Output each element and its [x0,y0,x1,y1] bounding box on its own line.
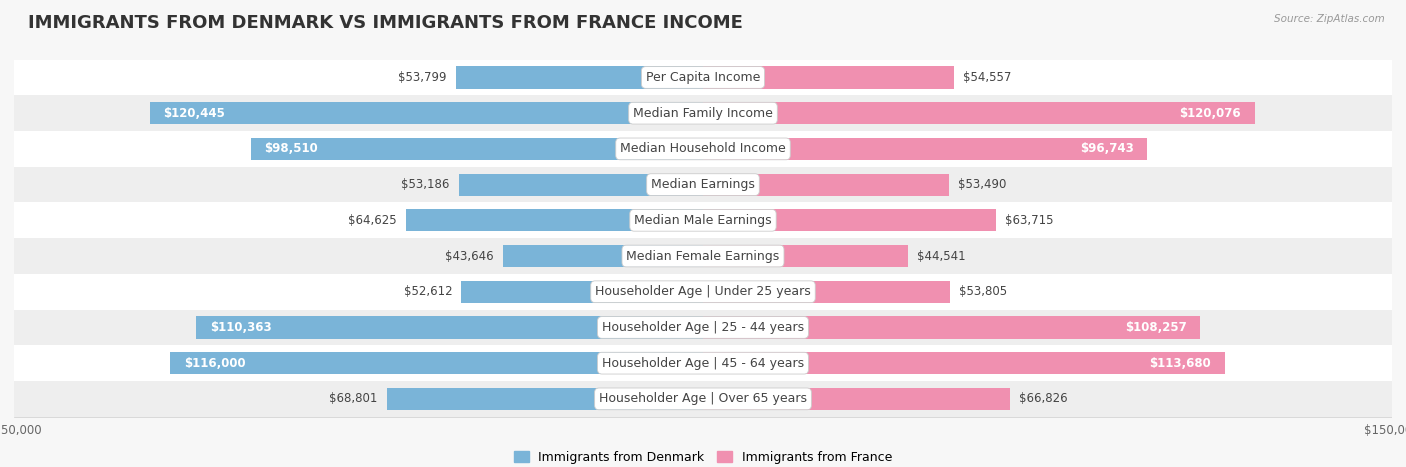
Bar [150,102,703,124]
Bar [703,316,1201,339]
Text: $116,000: $116,000 [184,357,246,370]
Text: Per Capita Income: Per Capita Income [645,71,761,84]
Text: Householder Age | Under 25 years: Householder Age | Under 25 years [595,285,811,298]
Text: Median Female Earnings: Median Female Earnings [627,249,779,262]
Text: $54,557: $54,557 [963,71,1011,84]
FancyBboxPatch shape [14,131,1392,167]
Text: Householder Age | Over 65 years: Householder Age | Over 65 years [599,392,807,405]
Bar [703,66,953,89]
Text: $113,680: $113,680 [1150,357,1212,370]
Bar [703,138,1147,160]
FancyBboxPatch shape [14,381,1392,417]
Text: $120,076: $120,076 [1180,106,1240,120]
Bar [406,209,703,231]
Text: $53,805: $53,805 [959,285,1008,298]
Bar [458,174,703,196]
FancyBboxPatch shape [14,310,1392,345]
Text: $98,510: $98,510 [264,142,318,156]
Bar [195,316,703,339]
Text: Median Family Income: Median Family Income [633,106,773,120]
Bar [703,209,995,231]
Text: $52,612: $52,612 [404,285,453,298]
Bar [703,174,949,196]
Bar [703,245,908,267]
FancyBboxPatch shape [14,345,1392,381]
FancyBboxPatch shape [14,60,1392,95]
Bar [502,245,703,267]
FancyBboxPatch shape [14,167,1392,203]
FancyBboxPatch shape [14,95,1392,131]
Text: $66,826: $66,826 [1019,392,1067,405]
Text: $64,625: $64,625 [349,214,396,227]
Text: IMMIGRANTS FROM DENMARK VS IMMIGRANTS FROM FRANCE INCOME: IMMIGRANTS FROM DENMARK VS IMMIGRANTS FR… [28,14,742,32]
Bar [703,352,1225,374]
Text: $96,743: $96,743 [1080,142,1133,156]
Text: $43,646: $43,646 [444,249,494,262]
FancyBboxPatch shape [14,238,1392,274]
FancyBboxPatch shape [14,203,1392,238]
Text: Median Earnings: Median Earnings [651,178,755,191]
Bar [456,66,703,89]
Text: $53,490: $53,490 [957,178,1007,191]
Legend: Immigrants from Denmark, Immigrants from France: Immigrants from Denmark, Immigrants from… [509,446,897,467]
Text: $110,363: $110,363 [209,321,271,334]
Bar [250,138,703,160]
Text: Householder Age | 25 - 44 years: Householder Age | 25 - 44 years [602,321,804,334]
Text: $53,186: $53,186 [401,178,450,191]
Text: $63,715: $63,715 [1005,214,1053,227]
Bar [703,281,950,303]
Text: $53,799: $53,799 [398,71,447,84]
Text: Median Male Earnings: Median Male Earnings [634,214,772,227]
Text: $108,257: $108,257 [1125,321,1187,334]
Bar [170,352,703,374]
Text: Householder Age | 45 - 64 years: Householder Age | 45 - 64 years [602,357,804,370]
Text: $44,541: $44,541 [917,249,966,262]
Text: $68,801: $68,801 [329,392,378,405]
Text: Median Household Income: Median Household Income [620,142,786,156]
Text: Source: ZipAtlas.com: Source: ZipAtlas.com [1274,14,1385,24]
Text: $120,445: $120,445 [163,106,225,120]
Bar [703,102,1254,124]
Bar [461,281,703,303]
Bar [387,388,703,410]
Bar [703,388,1010,410]
FancyBboxPatch shape [14,274,1392,310]
